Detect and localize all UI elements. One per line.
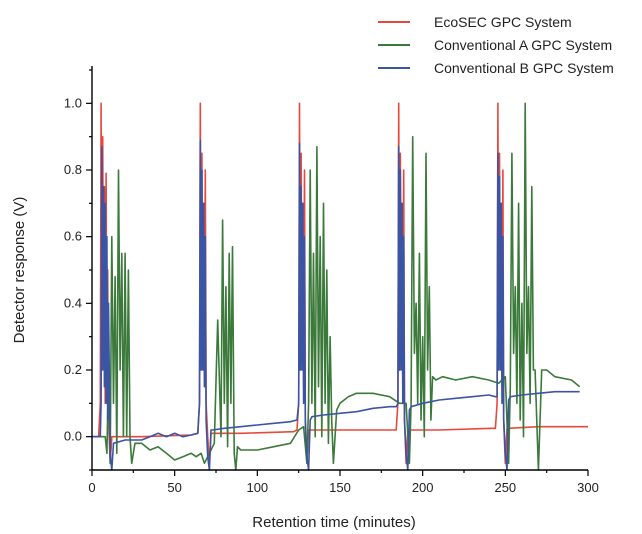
legend-label-2: Conventional A GPC System	[434, 37, 612, 53]
y-tick-label: 0.6	[64, 229, 82, 244]
y-axis-label: Detector response (V)	[11, 197, 28, 344]
y-tick-label: 0.2	[64, 362, 82, 377]
axes-layer: 0 50 100 150 200 250 300 0.0 0.2 0.4 0.6 0.8 1.0	[64, 66, 599, 495]
legend-label-3: Conventional B GPC System	[434, 60, 614, 76]
y-tick-label: 0.8	[64, 162, 82, 177]
legend: EcoSEC GPC System Conventional A GPC Syst…	[378, 14, 614, 76]
x-tick-label: 250	[494, 480, 516, 495]
x-tick-label: 150	[329, 480, 351, 495]
x-tick-label: 100	[246, 480, 268, 495]
x-tick-label: 200	[412, 480, 434, 495]
y-tick-label: 1.0	[64, 95, 82, 110]
x-axis-label: Retention time (minutes)	[252, 514, 415, 531]
x-tick-label: 0	[88, 480, 95, 495]
y-tick-label: 0.4	[64, 295, 82, 310]
series-layer	[92, 102, 588, 471]
series-line-3	[92, 139, 580, 471]
y-tick-label: 0.0	[64, 429, 82, 444]
x-tick-label: 300	[577, 480, 599, 495]
series-line-2	[92, 102, 581, 471]
legend-label-1: EcoSEC GPC System	[434, 14, 572, 30]
x-tick-label: 50	[167, 480, 181, 495]
